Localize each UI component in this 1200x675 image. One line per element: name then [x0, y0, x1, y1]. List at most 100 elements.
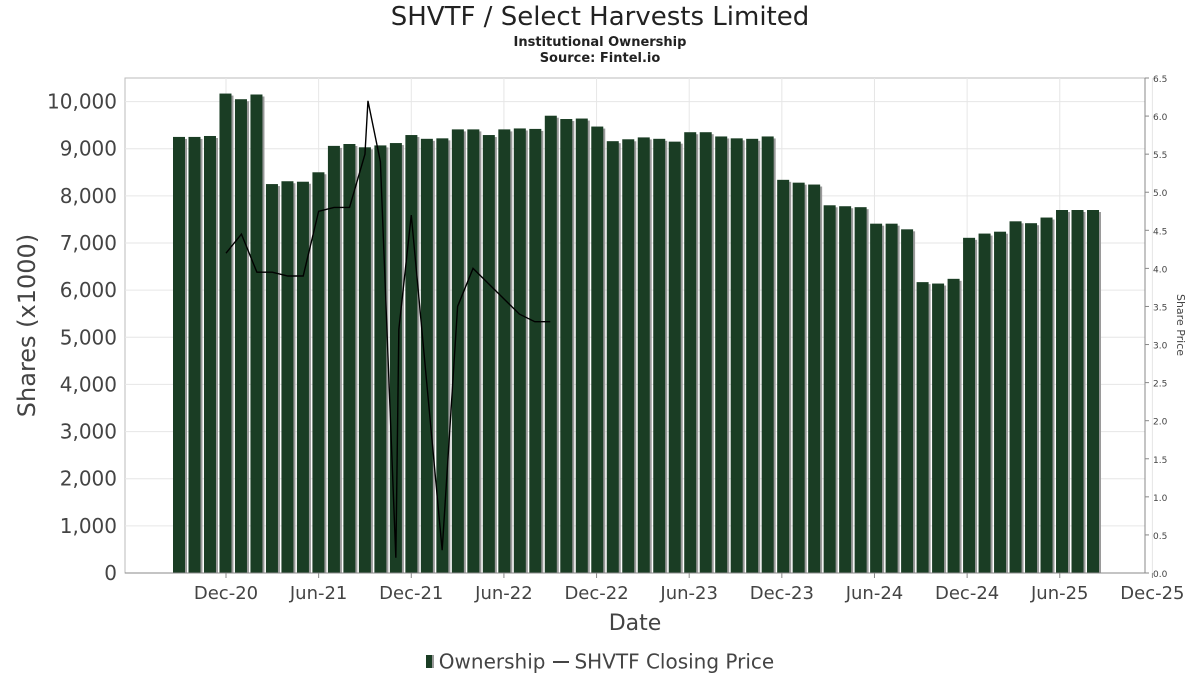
x-tick-label: Jun-23	[659, 583, 718, 604]
x-tick-label: Dec-20	[194, 583, 258, 604]
legend-price-label: SHVTF Closing Price	[574, 649, 775, 674]
x-tick-label: Dec-25	[1120, 583, 1184, 604]
chart-title: SHVTF / Select Harvests Limited	[390, 2, 810, 32]
y2-tick-label: 2.5	[1153, 380, 1167, 390]
chart-legend: Ownership SHVTF Closing Price	[0, 648, 1200, 674]
y-tick-label: 0	[104, 561, 117, 585]
y2-tick-label: 1.0	[1153, 494, 1168, 504]
y2-tick-label: 6.5	[1153, 75, 1167, 85]
price-line	[225, 100, 551, 558]
ownership-bar	[699, 132, 712, 573]
ownership-bar	[265, 184, 278, 574]
ownership-bar	[994, 231, 1007, 573]
y-tick-label: 6,000	[60, 278, 117, 302]
ownership-bar	[947, 278, 960, 573]
ownership-bar	[575, 118, 588, 574]
ownership-bar	[327, 145, 340, 573]
x-tick-label: Jun-24	[845, 583, 904, 604]
ownership-bar	[668, 141, 681, 573]
ownership-bar	[436, 138, 449, 574]
ownership-bar	[622, 139, 635, 574]
y2-tick-label: 5.0	[1153, 189, 1168, 199]
y-tick-label: 10,000	[47, 90, 117, 114]
ownership-bar	[358, 147, 371, 574]
x-tick-label: Jun-21	[289, 583, 348, 604]
ownership-bar	[901, 229, 914, 574]
ownership-bar	[420, 138, 433, 574]
ownership-bar	[405, 135, 418, 574]
ownership-bar	[1071, 210, 1084, 573]
chart-source: Source: Fintel.io	[539, 51, 661, 66]
ownership-bar	[1009, 221, 1022, 574]
chart-subtitle: Institutional Ownership	[513, 35, 687, 50]
y2-axis-title: Share Price	[1174, 294, 1187, 356]
ownership-bar	[870, 223, 883, 573]
ownership-bar	[591, 126, 604, 574]
ownership-bar	[746, 138, 759, 574]
ownership-bar	[1025, 223, 1038, 573]
chart-plot: 0 1,000 2,000 3,000 4,000 5,000 6,000 7,000 8,00…	[13, 75, 1187, 636]
y2-tick-label: 6.0	[1153, 113, 1168, 123]
ownership-bar	[544, 115, 557, 573]
ownership-bar	[312, 172, 325, 574]
ownership-bar	[451, 129, 464, 573]
ownership-bar	[792, 182, 805, 573]
ownership-bar	[374, 145, 387, 573]
ownership-bar	[281, 181, 294, 573]
ownership-bar	[978, 233, 991, 574]
x-tick-label: Dec-22	[564, 583, 628, 604]
y-tick-label: 3,000	[60, 420, 117, 444]
ownership-bar	[653, 138, 666, 574]
y-axis-title: Shares (x1000)	[13, 234, 41, 417]
ownership-bar	[234, 99, 247, 573]
x-axis-title: Date	[609, 611, 662, 636]
ownership-bar	[932, 283, 945, 573]
ownership-bar	[529, 128, 542, 573]
y-tick-label: 7,000	[60, 231, 117, 255]
y2-tick-label: 0.5	[1153, 532, 1167, 542]
ownership-bar	[839, 206, 852, 573]
y-tick-label: 5,000	[60, 325, 117, 349]
ownership-bar	[1040, 217, 1053, 574]
y-tick-label: 4,000	[60, 372, 117, 396]
ownership-bar	[730, 138, 743, 574]
y2-tick-label: 5.5	[1153, 151, 1167, 161]
ownership-bar	[343, 144, 356, 573]
ownership-bar	[219, 93, 232, 574]
y-tick-label: 1,000	[60, 514, 117, 538]
ownership-bar	[498, 129, 511, 573]
y2-tick-label: 0.0	[1153, 570, 1168, 580]
y2-tick-label: 2.0	[1153, 418, 1168, 428]
ownership-bar	[482, 135, 495, 574]
y2-tick-label: 1.5	[1153, 456, 1167, 466]
y2-tick-label: 3.0	[1153, 342, 1168, 352]
ownership-bar	[467, 129, 480, 573]
ownership-bar	[606, 141, 619, 573]
ownership-bar	[715, 136, 728, 573]
x-tick-label: Dec-23	[750, 583, 814, 604]
x-tick-label: Jun-22	[474, 583, 533, 604]
ownership-bar	[885, 223, 898, 573]
x-tick-label: Jun-25	[1030, 583, 1089, 604]
ownership-bar	[854, 207, 867, 573]
x-tick-label: Dec-24	[935, 583, 999, 604]
legend-ownership-label: Ownership	[438, 649, 546, 674]
ownership-bar	[808, 184, 821, 574]
y-tick-label: 9,000	[60, 137, 117, 161]
ownership-bar	[173, 136, 185, 573]
legend-ownership-swatch	[425, 655, 434, 668]
ownership-bar	[777, 179, 790, 574]
ownership-bar	[560, 119, 573, 573]
ownership-bar	[684, 132, 697, 573]
y2-tick-label: 4.5	[1153, 227, 1167, 237]
ownership-bar	[637, 137, 650, 573]
ownership-bar	[188, 136, 201, 573]
ownership-bar	[1087, 210, 1099, 573]
ownership-bar	[761, 136, 774, 573]
x-tick-label: Dec-21	[379, 583, 443, 604]
ownership-bar	[250, 94, 263, 573]
ownership-bar	[1056, 210, 1069, 573]
ownership-bar	[203, 135, 216, 573]
ownership-bar	[513, 128, 526, 573]
y2-tick-label: 4.0	[1153, 265, 1168, 275]
